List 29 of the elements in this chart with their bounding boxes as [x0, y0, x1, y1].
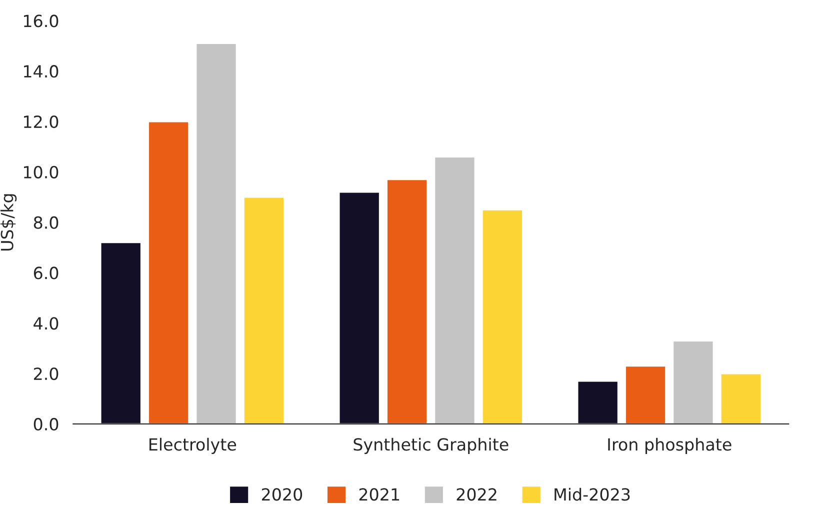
y-tick-label: 10.0 — [24, 166, 58, 178]
bar — [242, 196, 285, 424]
x-tick-label: Synthetic Graphite — [354, 438, 508, 454]
bar — [386, 178, 428, 424]
y-tick-label: 8.0 — [34, 216, 58, 229]
x-tick-label: Iron phosphate — [608, 438, 732, 454]
bar — [148, 120, 190, 424]
legend-label: 2020 — [262, 488, 302, 501]
y-tick-label: 6.0 — [34, 266, 58, 280]
bar — [338, 191, 380, 424]
bar — [672, 340, 714, 424]
bar — [100, 242, 142, 424]
legend-label: Mid-2023 — [554, 488, 630, 501]
y-tick-label: 12.0 — [24, 115, 58, 128]
y-tick-label: 0.0 — [34, 418, 58, 431]
y-axis-title: US$/kg — [0, 194, 17, 250]
legend-label: 2021 — [359, 488, 400, 501]
bar — [624, 365, 666, 424]
y-tick-label: 2.0 — [34, 367, 58, 380]
bar — [481, 209, 524, 424]
y-tick-label: 14.0 — [24, 65, 58, 78]
bar — [434, 156, 476, 424]
x-tick-label: Electrolyte — [150, 438, 236, 454]
legend-label: 2022 — [456, 488, 496, 501]
y-tick-label: 4.0 — [34, 317, 58, 330]
bar — [195, 42, 238, 424]
bar — [576, 380, 619, 424]
y-tick-label: 16.0 — [24, 14, 58, 28]
bar — [720, 372, 762, 424]
